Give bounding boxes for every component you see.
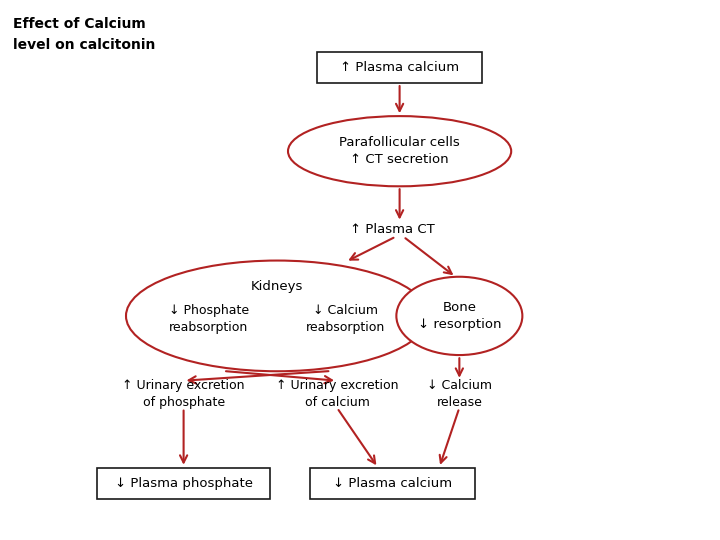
Text: ↓ Phosphate
reabsorption: ↓ Phosphate reabsorption (168, 303, 249, 334)
Text: ↑ Plasma CT: ↑ Plasma CT (350, 223, 435, 236)
Text: level on calcitonin: level on calcitonin (13, 38, 156, 52)
FancyBboxPatch shape (317, 52, 482, 83)
Ellipse shape (396, 276, 523, 355)
Text: ↑ Plasma calcium: ↑ Plasma calcium (340, 61, 459, 74)
Text: ↓ Plasma phosphate: ↓ Plasma phosphate (114, 477, 253, 490)
Text: ↓ Calcium
release: ↓ Calcium release (427, 379, 492, 409)
FancyBboxPatch shape (310, 468, 475, 499)
Text: ↑ Urinary excretion
of phosphate: ↑ Urinary excretion of phosphate (122, 379, 245, 409)
Text: ↓ Calcium
reabsorption: ↓ Calcium reabsorption (306, 303, 385, 334)
Ellipse shape (288, 116, 511, 186)
Text: ↓ Plasma calcium: ↓ Plasma calcium (333, 477, 452, 490)
Ellipse shape (126, 261, 428, 372)
FancyBboxPatch shape (97, 468, 270, 499)
Text: Bone
↓ resorption: Bone ↓ resorption (418, 301, 501, 331)
Text: Kidneys: Kidneys (251, 280, 303, 293)
Text: Effect of Calcium: Effect of Calcium (13, 17, 145, 31)
Text: Parafollicular cells
↑ CT secretion: Parafollicular cells ↑ CT secretion (339, 136, 460, 166)
Text: ↑ Urinary excretion
of calcium: ↑ Urinary excretion of calcium (276, 379, 398, 409)
